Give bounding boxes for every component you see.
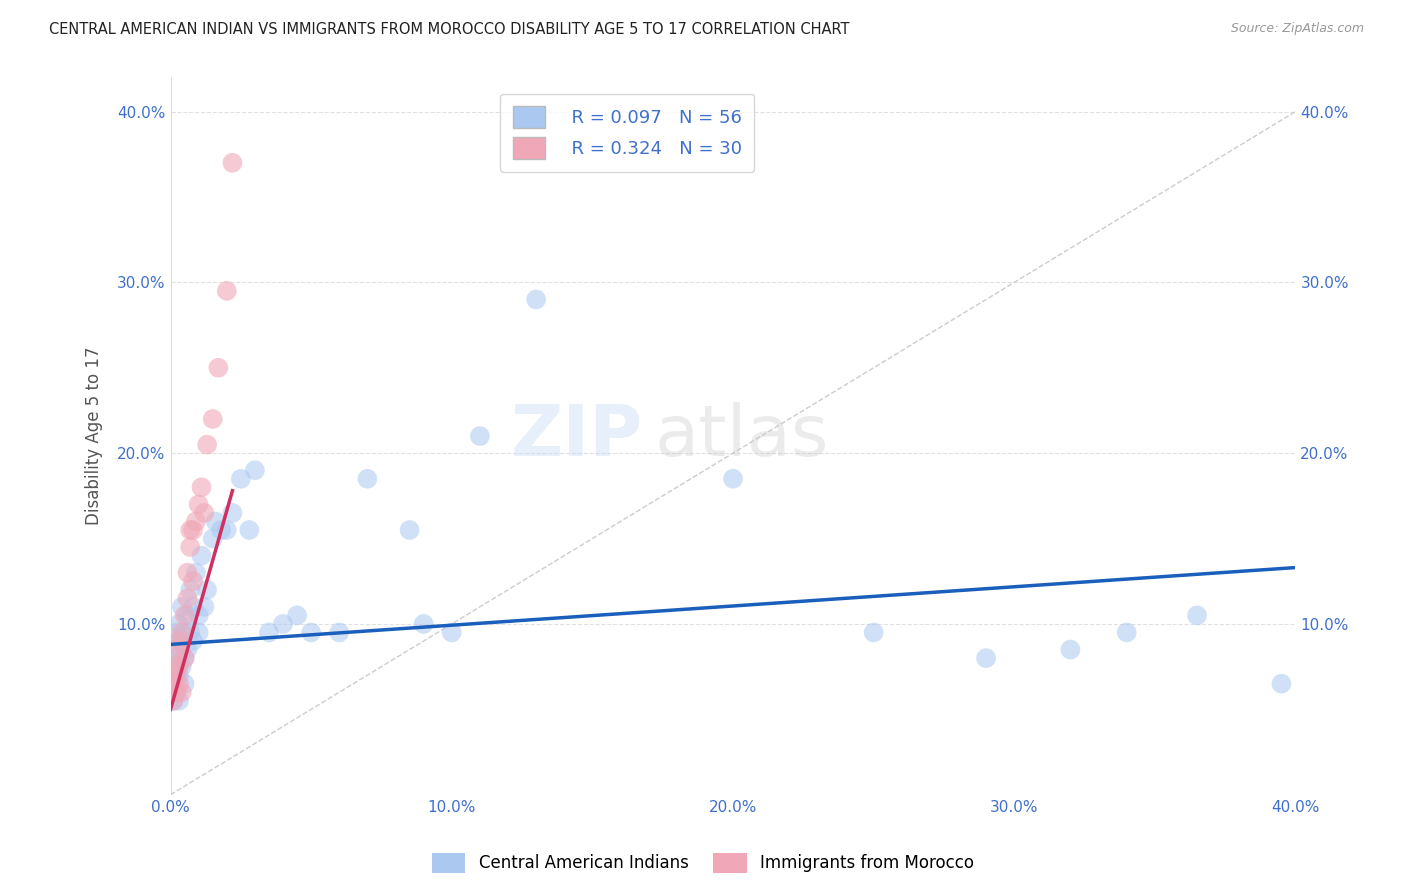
Point xyxy=(201,412,224,426)
Point xyxy=(162,694,184,708)
Point xyxy=(187,497,209,511)
Point xyxy=(215,523,238,537)
Point xyxy=(412,616,434,631)
Point xyxy=(468,429,491,443)
Point xyxy=(167,676,190,690)
Point xyxy=(243,463,266,477)
Point xyxy=(173,676,195,690)
Point xyxy=(167,668,190,682)
Text: CENTRAL AMERICAN INDIAN VS IMMIGRANTS FROM MOROCCO DISABILITY AGE 5 TO 17 CORREL: CENTRAL AMERICAN INDIAN VS IMMIGRANTS FR… xyxy=(49,22,849,37)
Point xyxy=(165,685,187,699)
Point xyxy=(1270,676,1292,690)
Point xyxy=(207,360,229,375)
Point xyxy=(165,651,187,665)
Point xyxy=(170,634,193,648)
Point xyxy=(179,582,201,597)
Point xyxy=(165,685,187,699)
Point xyxy=(229,472,252,486)
Point xyxy=(524,293,547,307)
Point xyxy=(398,523,420,537)
Point xyxy=(221,156,243,170)
Point xyxy=(181,599,204,614)
Point xyxy=(165,668,187,682)
Point xyxy=(173,625,195,640)
Point xyxy=(170,659,193,673)
Point xyxy=(167,634,190,648)
Point xyxy=(170,625,193,640)
Point xyxy=(179,523,201,537)
Point xyxy=(215,284,238,298)
Point xyxy=(221,506,243,520)
Point xyxy=(165,625,187,640)
Text: ZIP: ZIP xyxy=(510,401,643,471)
Point xyxy=(176,566,198,580)
Point xyxy=(165,668,187,682)
Point xyxy=(184,566,207,580)
Point xyxy=(356,472,378,486)
Point xyxy=(238,523,260,537)
Point xyxy=(162,694,184,708)
Point xyxy=(193,506,215,520)
Point xyxy=(167,659,190,673)
Point xyxy=(974,651,997,665)
Point xyxy=(257,625,280,640)
Point xyxy=(162,651,184,665)
Point xyxy=(165,659,187,673)
Point xyxy=(1059,642,1081,657)
Point xyxy=(1115,625,1137,640)
Point xyxy=(440,625,463,640)
Point xyxy=(173,651,195,665)
Point xyxy=(285,608,308,623)
Point xyxy=(181,574,204,589)
Point xyxy=(187,608,209,623)
Point xyxy=(167,616,190,631)
Y-axis label: Disability Age 5 to 17: Disability Age 5 to 17 xyxy=(86,347,103,525)
Point xyxy=(195,437,218,451)
Legend: Central American Indians, Immigrants from Morocco: Central American Indians, Immigrants fro… xyxy=(425,847,981,880)
Point xyxy=(184,515,207,529)
Text: Source: ZipAtlas.com: Source: ZipAtlas.com xyxy=(1230,22,1364,36)
Point xyxy=(170,599,193,614)
Point xyxy=(179,625,201,640)
Point xyxy=(179,540,201,554)
Point xyxy=(167,634,190,648)
Point xyxy=(299,625,322,640)
Point xyxy=(162,659,184,673)
Point xyxy=(181,523,204,537)
Point xyxy=(165,642,187,657)
Point xyxy=(173,651,195,665)
Point xyxy=(862,625,884,640)
Point xyxy=(190,480,212,494)
Point xyxy=(167,694,190,708)
Point xyxy=(176,642,198,657)
Legend:   R = 0.097   N = 56,   R = 0.324   N = 30: R = 0.097 N = 56, R = 0.324 N = 30 xyxy=(501,94,755,172)
Point xyxy=(1185,608,1208,623)
Point xyxy=(170,685,193,699)
Point xyxy=(176,608,198,623)
Point xyxy=(209,523,232,537)
Text: atlas: atlas xyxy=(654,401,828,471)
Point xyxy=(162,685,184,699)
Point xyxy=(162,676,184,690)
Point xyxy=(176,591,198,606)
Point xyxy=(162,676,184,690)
Point xyxy=(173,608,195,623)
Point xyxy=(201,532,224,546)
Point xyxy=(721,472,744,486)
Point xyxy=(328,625,350,640)
Point xyxy=(190,549,212,563)
Point xyxy=(162,668,184,682)
Point xyxy=(195,582,218,597)
Point xyxy=(181,634,204,648)
Point xyxy=(193,599,215,614)
Point xyxy=(187,625,209,640)
Point xyxy=(204,515,226,529)
Point xyxy=(271,616,294,631)
